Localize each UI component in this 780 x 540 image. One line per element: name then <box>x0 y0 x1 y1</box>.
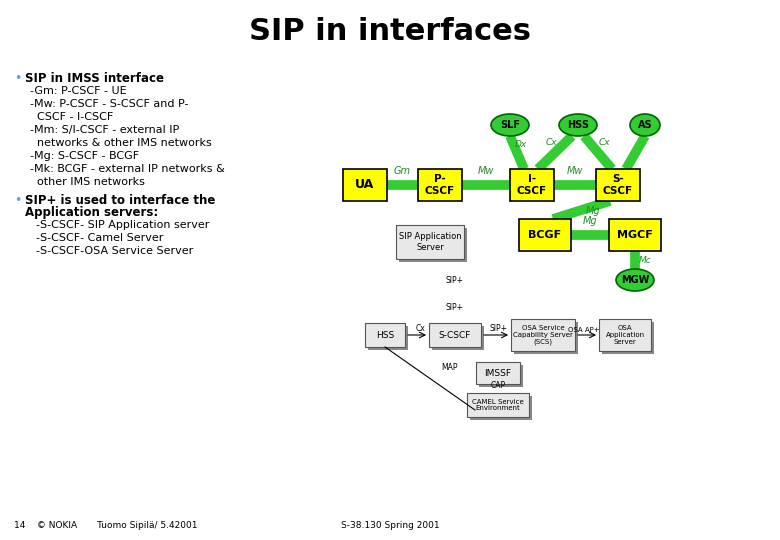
Text: SIP in interfaces: SIP in interfaces <box>249 17 531 46</box>
Text: CAMEL Service
Environment: CAMEL Service Environment <box>472 399 524 411</box>
FancyBboxPatch shape <box>467 393 529 417</box>
Text: S-38.130 Spring 2001: S-38.130 Spring 2001 <box>341 521 439 530</box>
Text: Cx: Cx <box>415 324 425 333</box>
FancyBboxPatch shape <box>470 396 532 420</box>
FancyBboxPatch shape <box>399 228 467 262</box>
Text: SLF: SLF <box>500 120 520 130</box>
FancyBboxPatch shape <box>418 169 462 201</box>
Text: -Mm: S/I-CSCF - external IP: -Mm: S/I-CSCF - external IP <box>30 125 179 135</box>
Ellipse shape <box>559 114 597 136</box>
Text: SIP+: SIP+ <box>446 303 464 312</box>
Text: S-CSCF: S-CSCF <box>439 330 471 340</box>
FancyBboxPatch shape <box>510 169 554 201</box>
FancyBboxPatch shape <box>602 322 654 354</box>
Text: Cx: Cx <box>545 138 557 147</box>
Text: Mc: Mc <box>639 256 652 265</box>
Text: -Gm: P-CSCF - UE: -Gm: P-CSCF - UE <box>30 86 126 96</box>
FancyBboxPatch shape <box>429 323 481 347</box>
Text: Mg: Mg <box>583 216 597 226</box>
FancyBboxPatch shape <box>609 219 661 251</box>
Text: P-
CSCF: P- CSCF <box>425 174 455 196</box>
FancyBboxPatch shape <box>596 169 640 201</box>
Text: Dx: Dx <box>515 140 527 149</box>
Text: HSS: HSS <box>567 120 589 130</box>
Text: CSCF - I-CSCF: CSCF - I-CSCF <box>30 112 113 122</box>
Text: Cx: Cx <box>599 138 611 147</box>
Text: -S-CSCF-OSA Service Server: -S-CSCF-OSA Service Server <box>36 246 193 256</box>
Text: -S-CSCF- Camel Server: -S-CSCF- Camel Server <box>36 233 163 243</box>
Text: Mw: Mw <box>567 166 583 176</box>
Ellipse shape <box>616 269 654 291</box>
Text: OSA AP+: OSA AP+ <box>568 327 600 333</box>
Ellipse shape <box>630 114 660 136</box>
Text: SIP+ is used to interface the: SIP+ is used to interface the <box>25 194 215 207</box>
FancyBboxPatch shape <box>396 225 464 259</box>
Text: other IMS networks: other IMS networks <box>30 177 145 187</box>
Text: OSA Service
Capability Server
(SCS): OSA Service Capability Server (SCS) <box>513 325 573 345</box>
Text: HSS: HSS <box>376 330 394 340</box>
FancyBboxPatch shape <box>599 319 651 351</box>
Text: •: • <box>14 194 21 207</box>
Text: AS: AS <box>638 120 652 130</box>
Text: IMSSF: IMSSF <box>484 368 512 377</box>
FancyBboxPatch shape <box>511 319 575 351</box>
Text: OSA
Application
Server: OSA Application Server <box>605 325 644 345</box>
Text: -Mw: P-CSCF - S-CSCF and P-: -Mw: P-CSCF - S-CSCF and P- <box>30 99 189 109</box>
Text: BCGF: BCGF <box>528 230 562 240</box>
Text: •: • <box>14 72 21 85</box>
FancyBboxPatch shape <box>365 323 405 347</box>
Text: UA: UA <box>356 179 374 192</box>
Ellipse shape <box>491 114 529 136</box>
FancyBboxPatch shape <box>476 362 520 384</box>
Text: I-
CSCF: I- CSCF <box>517 174 547 196</box>
Text: SIP in IMSS interface: SIP in IMSS interface <box>25 72 164 85</box>
FancyBboxPatch shape <box>479 365 523 387</box>
Text: 14    © NOKIA       Tuomo Sipilä/ 5.42001: 14 © NOKIA Tuomo Sipilä/ 5.42001 <box>14 521 197 530</box>
Text: Gm: Gm <box>394 166 411 176</box>
Text: Application servers:: Application servers: <box>25 206 158 219</box>
FancyBboxPatch shape <box>432 326 484 350</box>
Text: MGW: MGW <box>621 275 649 285</box>
Text: SIP Application
Server: SIP Application Server <box>399 232 461 252</box>
Text: Mg: Mg <box>585 206 600 216</box>
Text: -Mk: BCGF - external IP networks &: -Mk: BCGF - external IP networks & <box>30 164 225 174</box>
FancyBboxPatch shape <box>343 169 387 201</box>
FancyBboxPatch shape <box>519 219 571 251</box>
Text: S-
CSCF: S- CSCF <box>603 174 633 196</box>
Text: MAP: MAP <box>441 363 459 373</box>
Text: SIP+: SIP+ <box>490 324 508 333</box>
FancyBboxPatch shape <box>368 326 408 350</box>
Text: MGCF: MGCF <box>617 230 653 240</box>
Text: networks & other IMS networks: networks & other IMS networks <box>30 138 211 148</box>
Text: -S-CSCF- SIP Application server: -S-CSCF- SIP Application server <box>36 220 209 230</box>
Text: SIP+: SIP+ <box>446 276 464 285</box>
Text: Mw: Mw <box>478 166 495 176</box>
Text: -Mg: S-CSCF - BCGF: -Mg: S-CSCF - BCGF <box>30 151 139 161</box>
Text: CAP: CAP <box>491 381 505 390</box>
FancyBboxPatch shape <box>514 322 578 354</box>
